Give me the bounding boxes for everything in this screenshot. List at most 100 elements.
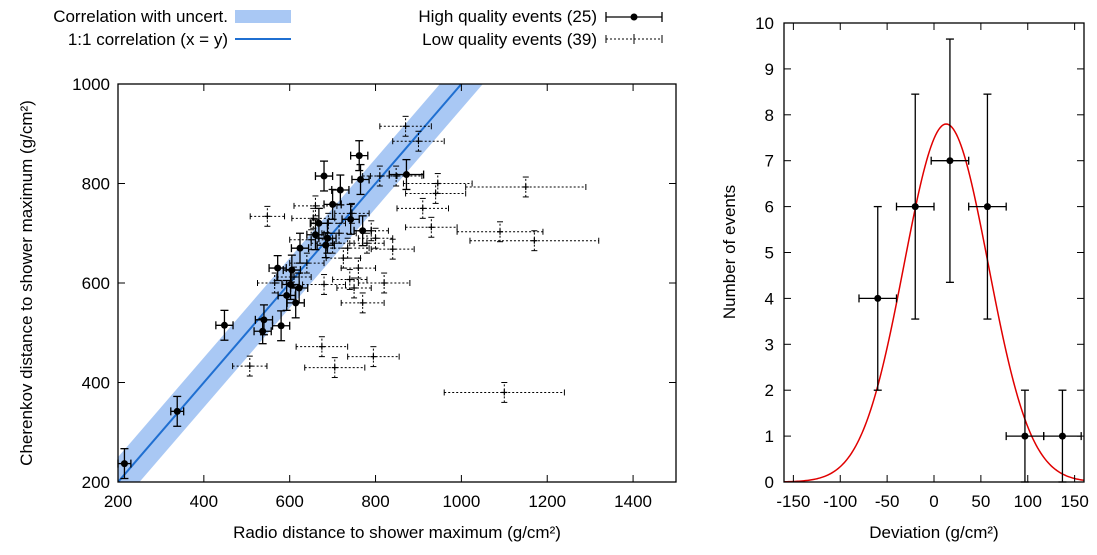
y-tick-label: 2 bbox=[765, 381, 774, 400]
y-tick-label: 400 bbox=[82, 374, 110, 393]
x-tick-label: -50 bbox=[875, 492, 900, 511]
high-quality-point bbox=[314, 160, 334, 192]
legend-band-label: Correlation with uncert. bbox=[53, 7, 228, 26]
legend-low-marker bbox=[605, 34, 663, 44]
legend-high-label: High quality events (25) bbox=[418, 7, 597, 26]
high-quality-point bbox=[290, 232, 310, 264]
y-tick-label: 200 bbox=[82, 473, 110, 492]
deviation-plot-frame bbox=[783, 22, 1085, 483]
correlation-chart: 200 400 600 800 1000 1200 1400 200 400 600 800 100… bbox=[17, 75, 677, 542]
low-quality-point bbox=[332, 269, 368, 290]
x-tick-label: 600 bbox=[276, 492, 304, 511]
histogram-point bbox=[1043, 389, 1082, 483]
x-tick-label: -100 bbox=[823, 492, 857, 511]
one-to-one-line bbox=[118, 84, 463, 482]
low-quality-point bbox=[357, 227, 394, 249]
histogram-point bbox=[858, 205, 898, 391]
low-quality-point bbox=[465, 176, 587, 198]
low-quality-point bbox=[302, 274, 346, 295]
y-tick-label: 1000 bbox=[72, 75, 110, 94]
x-tick-label: 1000 bbox=[442, 492, 480, 511]
x-tick-label: 100 bbox=[1014, 492, 1042, 511]
high-quality-point bbox=[349, 140, 369, 172]
low-quality-point bbox=[405, 216, 458, 238]
low-quality-point bbox=[392, 130, 445, 152]
high-quality-point bbox=[282, 254, 302, 286]
legend-line-label: 1:1 correlation (x = y) bbox=[68, 30, 228, 49]
y-tick-label: 600 bbox=[82, 274, 110, 293]
low-quality-point bbox=[369, 165, 423, 187]
high-quality-point bbox=[170, 395, 185, 427]
high-quality-point bbox=[268, 254, 287, 282]
histogram-point bbox=[895, 93, 935, 320]
low-quality-point bbox=[340, 292, 385, 314]
high-quality-point bbox=[306, 219, 325, 251]
y-tick-label: 10 bbox=[755, 14, 774, 33]
low-quality-point bbox=[295, 336, 349, 358]
low-quality-point bbox=[443, 382, 565, 403]
low-quality-point bbox=[336, 277, 372, 299]
y-tick-label: 3 bbox=[765, 335, 774, 354]
x-tick-label: 0 bbox=[929, 492, 938, 511]
high-quality-point bbox=[215, 309, 234, 341]
deviation-x-axis-label: Deviation (g/cm²) bbox=[869, 523, 998, 542]
low-quality-point bbox=[469, 230, 600, 252]
low-quality-point bbox=[304, 357, 366, 379]
high-quality-point bbox=[331, 174, 350, 206]
histogram-point bbox=[930, 38, 970, 283]
x-tick-label: 50 bbox=[971, 492, 990, 511]
high-quality-point bbox=[351, 163, 370, 196]
low-quality-point bbox=[357, 272, 411, 294]
high-quality-point bbox=[388, 158, 425, 191]
low-quality-point bbox=[456, 221, 544, 243]
gaussian-fit-curve bbox=[784, 123, 1084, 482]
low-quality-point bbox=[349, 232, 385, 254]
correlation-uncertainty-band bbox=[118, 84, 483, 482]
y-tick-label: 6 bbox=[765, 198, 774, 217]
low-quality-point bbox=[370, 238, 415, 260]
histogram-point bbox=[968, 93, 1007, 320]
legend: Correlation with uncert. 1:1 correlation… bbox=[53, 7, 663, 49]
x-tick-label: 400 bbox=[190, 492, 218, 511]
legend-low-label: Low quality events (39) bbox=[422, 30, 597, 49]
low-quality-point bbox=[249, 205, 286, 227]
y-tick-label: 9 bbox=[765, 60, 774, 79]
correlation-y-axis-label: Cherenkov distance to shower maximum (g/… bbox=[17, 100, 36, 466]
low-quality-point bbox=[232, 355, 268, 377]
low-quality-point bbox=[379, 115, 432, 137]
low-quality-point bbox=[293, 195, 338, 217]
low-quality-point bbox=[340, 257, 377, 279]
high-quality-point bbox=[341, 203, 360, 235]
x-tick-label: 1400 bbox=[614, 492, 652, 511]
x-tick-label: 800 bbox=[361, 492, 389, 511]
deviation-y-axis-label: Number of events bbox=[720, 185, 739, 319]
y-tick-label: 7 bbox=[765, 152, 774, 171]
high-quality-point bbox=[353, 215, 372, 247]
low-quality-point bbox=[396, 197, 450, 219]
low-quality-point bbox=[334, 202, 370, 224]
low-quality-point bbox=[289, 252, 325, 274]
histogram-point bbox=[1005, 389, 1045, 483]
y-tick-label: 800 bbox=[82, 175, 110, 194]
legend-band-swatch bbox=[235, 10, 291, 23]
x-tick-label: 1200 bbox=[528, 492, 566, 511]
high-quality-point bbox=[277, 279, 296, 312]
legend-high-marker bbox=[605, 12, 663, 22]
y-tick-label: 8 bbox=[765, 106, 774, 125]
y-tick-label: 0 bbox=[765, 473, 774, 492]
x-tick-label: 150 bbox=[1060, 492, 1088, 511]
low-quality-point bbox=[347, 346, 400, 368]
y-tick-label: 5 bbox=[765, 244, 774, 263]
y-tick-label: 4 bbox=[765, 289, 774, 308]
x-tick-label: 200 bbox=[104, 492, 132, 511]
x-tick-label: -150 bbox=[776, 492, 810, 511]
low-quality-point bbox=[402, 173, 473, 194]
high-quality-point bbox=[254, 304, 274, 336]
high-quality-point bbox=[318, 222, 337, 254]
high-quality-point bbox=[289, 272, 309, 304]
correlation-x-axis-label: Radio distance to shower maximum (g/cm²) bbox=[233, 523, 561, 542]
y-tick-label: 1 bbox=[765, 427, 774, 446]
deviation-histogram: -150 -100 -50 0 50 100 150 0 1 2 3 4 5 6 7 8 9 10 Deviat… bbox=[720, 14, 1089, 542]
